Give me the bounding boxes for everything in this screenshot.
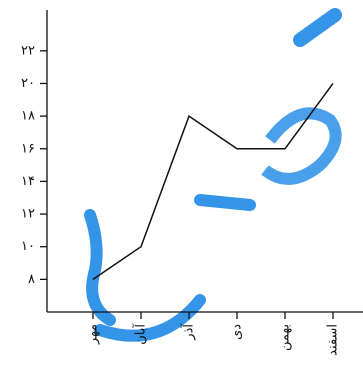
- y-tick-label: ۱۴: [21, 174, 35, 189]
- x-tick-label: مهر: [86, 324, 101, 345]
- x-tick-label: آبان: [132, 323, 149, 345]
- x-tick-label: دی: [230, 324, 245, 340]
- y-tick-label: ۲۲: [21, 43, 35, 58]
- line: [92, 83, 334, 280]
- x-tick-label: بهمن: [278, 324, 293, 351]
- y-tick-label: ۱۰: [21, 239, 35, 254]
- x-tick-label: اسفند: [326, 324, 341, 356]
- y-tick-label: ۲۰: [21, 76, 35, 91]
- y-tick-label: ۱۶: [21, 141, 35, 156]
- y-tick-label: ۸: [28, 272, 35, 287]
- watermark: [84, 8, 342, 342]
- y-tick-label: ۱۸: [21, 109, 35, 124]
- x-tick-label: آذر: [180, 323, 197, 341]
- y-tick-label: ۱۲: [21, 207, 35, 222]
